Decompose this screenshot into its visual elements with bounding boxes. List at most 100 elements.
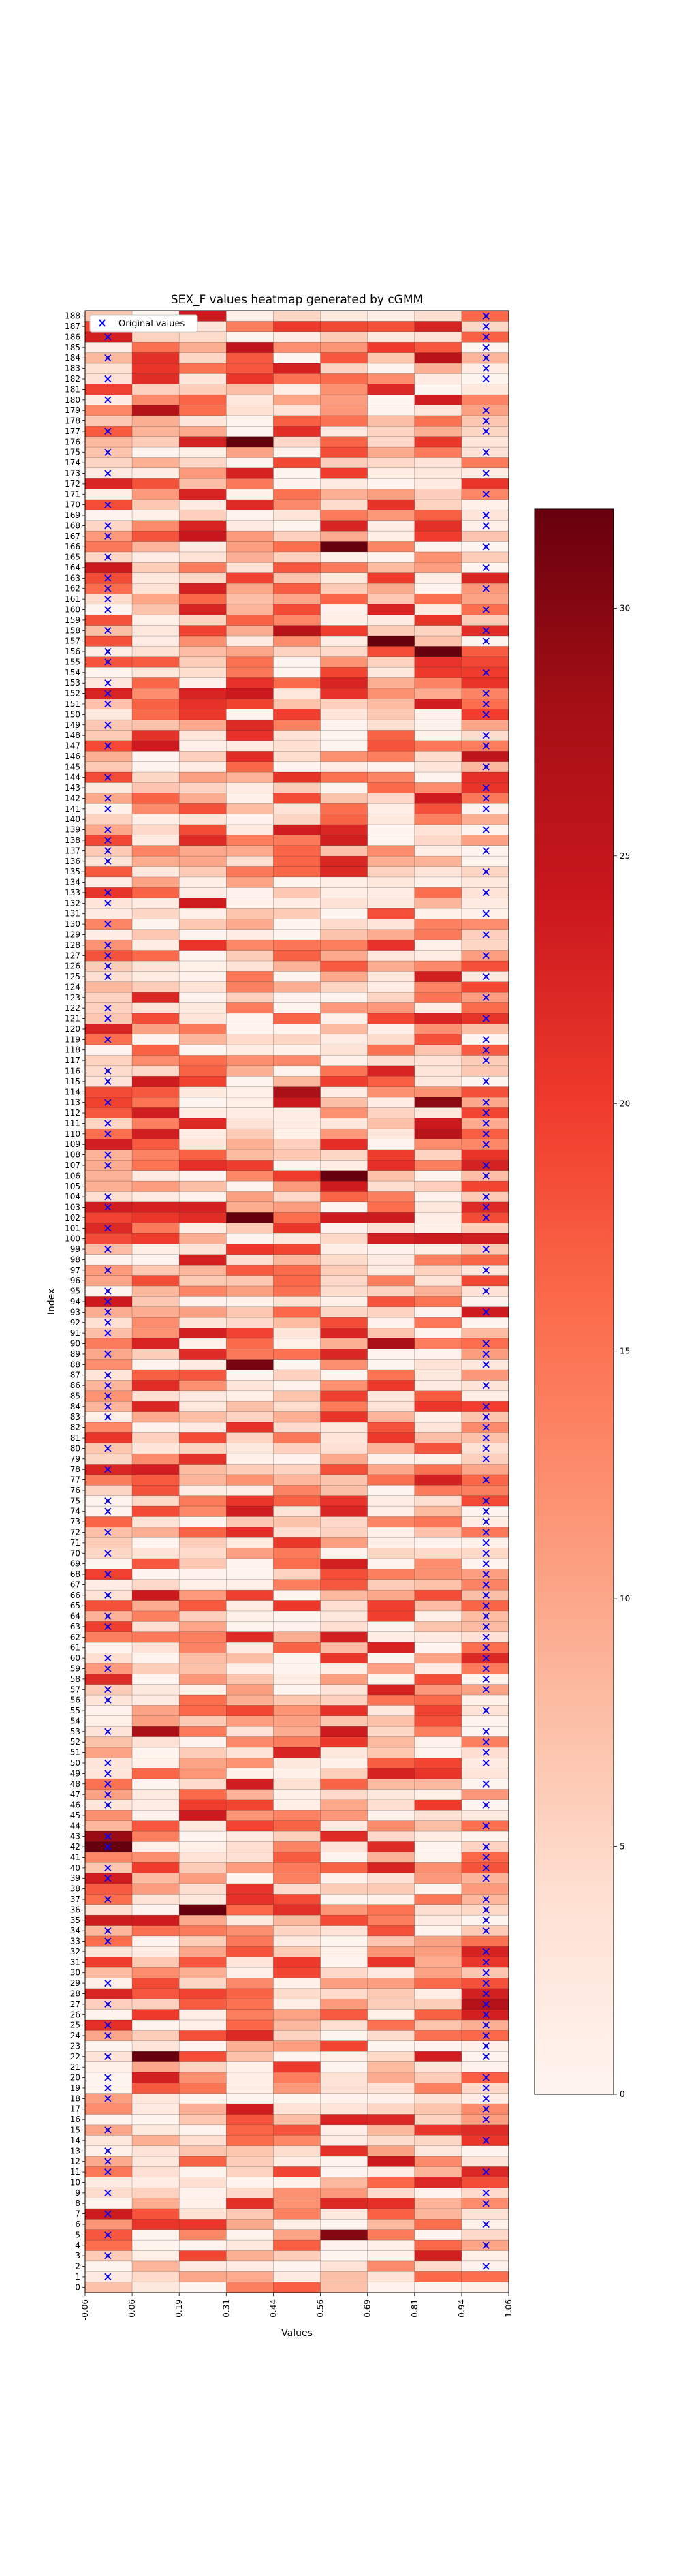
- heatmap-cell: [273, 1862, 321, 1873]
- heatmap-cell: [226, 1778, 274, 1790]
- heatmap-cell: [131, 688, 180, 699]
- heatmap-cell: [131, 2103, 180, 2115]
- heatmap-cell: [273, 908, 321, 919]
- heatmap-cell: [320, 887, 368, 898]
- heatmap-cell: [84, 1485, 133, 1496]
- heatmap-cell: [367, 2114, 415, 2126]
- heatmap-cell: [320, 363, 368, 374]
- original-value-marker: [104, 627, 112, 634]
- heatmap-cell: [131, 2156, 180, 2167]
- heatmap-cell: [226, 677, 274, 689]
- heatmap-cell: [131, 1600, 180, 1612]
- original-value-marker: [482, 1141, 490, 1148]
- heatmap-cell: [320, 1883, 368, 1895]
- heatmap-cell: [84, 1852, 133, 1863]
- heatmap-cell: [226, 405, 274, 416]
- heatmap-cell: [273, 761, 321, 773]
- heatmap-cell: [414, 1065, 462, 1077]
- heatmap-cell: [178, 1065, 227, 1077]
- original-value-marker: [104, 2158, 112, 2165]
- heatmap-cell: [273, 845, 321, 857]
- heatmap-cell: [414, 1862, 462, 1873]
- heatmap-cell: [178, 646, 227, 657]
- heatmap-cell: [367, 2260, 415, 2272]
- heatmap-cell: [178, 2061, 227, 2073]
- heatmap-cell: [131, 405, 180, 416]
- heatmap-cell: [84, 2009, 133, 2021]
- y-tick-label: 98: [70, 1255, 80, 1264]
- heatmap-cell: [273, 1212, 321, 1223]
- x-tick-label: 0.69: [363, 2299, 373, 2318]
- heatmap-cell: [131, 1663, 180, 1674]
- heatmap-cell: [320, 1684, 368, 1696]
- heatmap-cell: [320, 489, 368, 500]
- heatmap-cell: [226, 1013, 274, 1024]
- original-value-marker: [482, 564, 490, 572]
- heatmap-cell: [226, 1998, 274, 2010]
- heatmap-cell: [226, 2030, 274, 2041]
- heatmap-cell: [178, 981, 227, 993]
- heatmap-cell: [131, 1044, 180, 1056]
- heatmap-cell: [461, 1223, 509, 1234]
- heatmap-cell: [273, 520, 321, 532]
- heatmap-cell: [226, 876, 274, 888]
- heatmap-cell: [84, 929, 133, 940]
- heatmap-cell: [226, 2072, 274, 2083]
- heatmap-cell: [273, 1925, 321, 1937]
- heatmap-cell: [461, 835, 509, 846]
- heatmap-cell: [367, 2009, 415, 2021]
- heatmap-cell: [320, 625, 368, 637]
- heatmap-cell: [178, 771, 227, 783]
- y-tick-label: 146: [65, 752, 80, 761]
- heatmap-cell: [178, 1223, 227, 1234]
- heatmap-cell: [414, 551, 462, 563]
- heatmap-cell: [414, 1244, 462, 1255]
- heatmap-cell: [178, 520, 227, 532]
- original-value-marker: [104, 1591, 112, 1599]
- heatmap-cell: [414, 908, 462, 919]
- heatmap-cell: [226, 2187, 274, 2198]
- heatmap-cell: [367, 1631, 415, 1643]
- original-value-marker: [104, 522, 112, 530]
- heatmap-cell: [84, 1914, 133, 1926]
- heatmap-cell: [367, 2083, 415, 2094]
- heatmap-cell: [320, 908, 368, 919]
- heatmap-cell: [273, 1075, 321, 1087]
- original-value-marker: [482, 2053, 490, 2060]
- heatmap-cell: [320, 1925, 368, 1937]
- heatmap-cell: [461, 2145, 509, 2157]
- heatmap-cell: [320, 1589, 368, 1601]
- heatmap-cell: [367, 1264, 415, 1276]
- heatmap-cell: [178, 1768, 227, 1779]
- heatmap-cell: [414, 1841, 462, 1853]
- heatmap-cell: [273, 1642, 321, 1653]
- y-tick-label: 171: [65, 489, 80, 499]
- y-tick-label: 87: [70, 1370, 80, 1380]
- heatmap-cell: [131, 331, 180, 343]
- heatmap-cell: [131, 510, 180, 521]
- heatmap-cell: [273, 2072, 321, 2083]
- heatmap-cell: [320, 352, 368, 364]
- heatmap-cell: [131, 1768, 180, 1779]
- heatmap-cell: [131, 1264, 180, 1276]
- heatmap-cell: [273, 1694, 321, 1706]
- y-tick-label: 43: [70, 1832, 80, 1841]
- heatmap-cell: [178, 971, 227, 982]
- heatmap-cell: [84, 666, 133, 678]
- heatmap-cell: [84, 2114, 133, 2126]
- original-value-marker: [104, 1612, 112, 1620]
- chart-title: SEX_F values heatmap generated by cGMM: [171, 293, 423, 307]
- heatmap-cell: [320, 2061, 368, 2073]
- heatmap-cell: [178, 1400, 227, 1412]
- heatmap-cell: [414, 1610, 462, 1622]
- heatmap-cell: [320, 614, 368, 626]
- original-value-marker: [104, 470, 112, 477]
- heatmap-cell: [367, 2177, 415, 2188]
- heatmap-cell: [367, 719, 415, 731]
- heatmap-cell: [320, 1034, 368, 1045]
- heatmap-cell: [178, 855, 227, 867]
- heatmap-cell: [226, 950, 274, 962]
- heatmap-cell: [178, 341, 227, 353]
- original-value-marker: [104, 1036, 112, 1043]
- heatmap-cell: [320, 1180, 368, 1192]
